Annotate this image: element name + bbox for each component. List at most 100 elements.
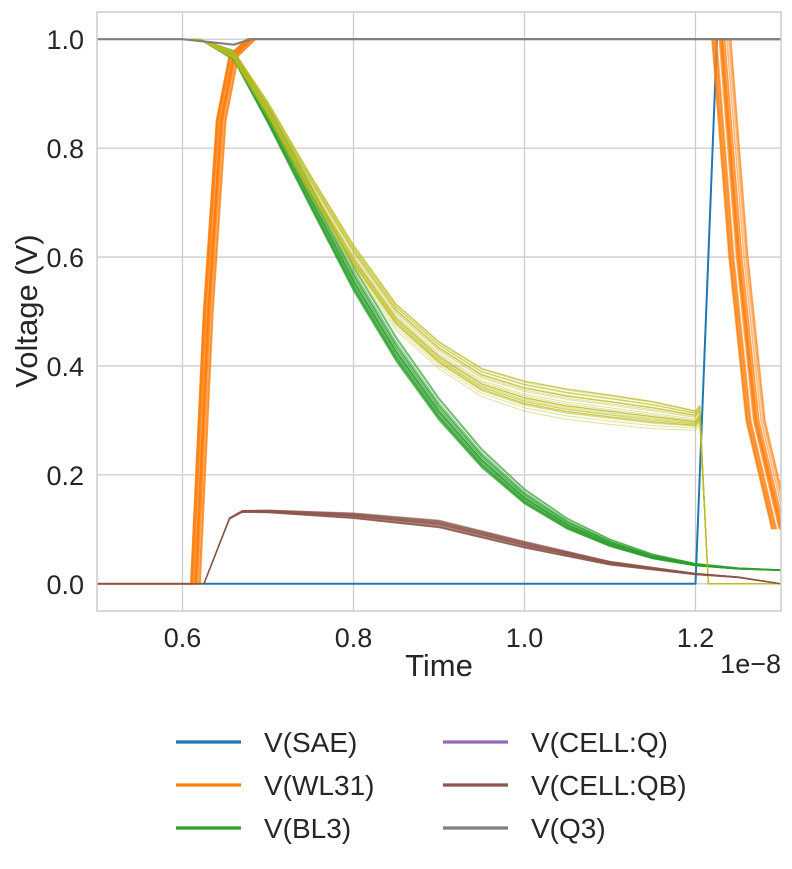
series-line: [97, 38, 781, 571]
x-offset-label: 1e−8: [720, 649, 781, 679]
series-line: [97, 38, 781, 571]
y-tick-label: 0.6: [46, 243, 84, 273]
series-line: [97, 38, 781, 585]
series-line: [97, 38, 781, 571]
series-line: [97, 38, 781, 571]
series-line: [97, 38, 776, 585]
series-v-q3-: [97, 38, 781, 46]
y-tick-label: 0.0: [46, 570, 84, 600]
series-line: [97, 38, 781, 571]
series-line: [97, 38, 781, 585]
series-v-cell-qb-: [97, 509, 781, 585]
tick-labels: 0.6 0.8 1.0 1.2 0.0 0.2 0.4 0.6 0.8 1.0: [46, 25, 714, 653]
series-v-bl3-: [97, 38, 781, 571]
series-line: [97, 38, 781, 585]
axes-frame: [96, 11, 782, 612]
series-line: [97, 38, 781, 571]
series-line: [97, 38, 781, 571]
series-line: [97, 38, 781, 571]
legend-label: V(Q3): [531, 813, 606, 844]
series-line: [97, 38, 781, 571]
series-line: [97, 38, 781, 585]
x-tick-label: 0.6: [164, 623, 202, 653]
series-line: [97, 38, 781, 571]
series-line: [97, 38, 781, 571]
series-line: [97, 38, 781, 585]
series-line: [97, 38, 781, 571]
y-tick-label: 0.2: [46, 461, 84, 491]
series-line: [97, 38, 781, 585]
series-line: [97, 38, 781, 571]
series-line: [97, 38, 781, 585]
series-line: [97, 38, 781, 585]
y-tick-label: 0.8: [46, 134, 84, 164]
x-axis-label: Time: [405, 648, 473, 683]
x-tick-label: 0.8: [335, 623, 373, 653]
series-line: [97, 38, 781, 571]
series-line: [97, 38, 781, 585]
series-line: [97, 38, 781, 585]
series-line: [97, 510, 781, 585]
series-line: [97, 38, 781, 571]
series-line: [97, 38, 781, 585]
series-line: [97, 38, 781, 46]
legend-label: V(CELL:Q): [531, 727, 668, 758]
series-line: [97, 38, 781, 585]
x-tick-label: 1.0: [506, 623, 544, 653]
series-line: [97, 38, 781, 585]
series-line: [97, 38, 781, 585]
series-line: [97, 38, 781, 571]
series-line: [97, 38, 781, 571]
series-line: [97, 38, 781, 571]
y-tick-label: 0.4: [46, 352, 84, 382]
series-line: [97, 38, 781, 571]
series-line: [97, 38, 781, 571]
series-line: [97, 38, 781, 585]
plot-area: [97, 38, 781, 585]
series-line: [97, 38, 781, 585]
legend-label: V(WL31): [264, 770, 374, 801]
series-line: [97, 38, 781, 585]
series-line: [97, 38, 781, 571]
series-line: [97, 38, 781, 571]
series-line: [97, 38, 781, 585]
series-line: [97, 38, 781, 585]
series-line: [97, 38, 781, 585]
series-line: [97, 38, 781, 571]
legend-label: V(BL3): [264, 813, 351, 844]
legend-label: V(CELL:QB): [531, 770, 687, 801]
series-line: [97, 38, 781, 571]
series-line: [97, 38, 781, 585]
series-line: [97, 38, 781, 585]
series-line: [97, 38, 781, 585]
series-line: [97, 38, 781, 571]
series-line: [97, 38, 781, 585]
series-line: [97, 38, 781, 585]
series-line: [97, 38, 781, 585]
series-line: [97, 38, 781, 571]
series-line: [97, 38, 781, 585]
series-line: [98, 38, 781, 585]
series-line: [97, 38, 781, 585]
series-v-cell-q-: [97, 38, 781, 585]
legend-label: V(SAE): [264, 727, 357, 758]
series-line: [97, 38, 781, 585]
series-line: [97, 38, 781, 585]
series-line: [97, 38, 781, 571]
x-tick-label: 1.2: [677, 623, 715, 653]
legend: V(SAE) V(CELL:Q) V(WL31) V(CELL:QB) V(BL3) V(…: [176, 727, 687, 844]
y-tick-label: 1.0: [46, 25, 84, 55]
series-line: [97, 38, 781, 571]
series-line: [97, 38, 781, 585]
series-line: [97, 38, 781, 571]
series-line: [101, 38, 781, 585]
y-axis-label: Voltage (V): [9, 234, 44, 387]
series-line: [97, 38, 781, 571]
series-line: [97, 38, 781, 571]
series-v-wl31-: [97, 38, 781, 585]
series-line: [97, 38, 781, 571]
series-line: [97, 38, 773, 585]
series-line: [97, 38, 781, 571]
series-line: [97, 38, 781, 571]
